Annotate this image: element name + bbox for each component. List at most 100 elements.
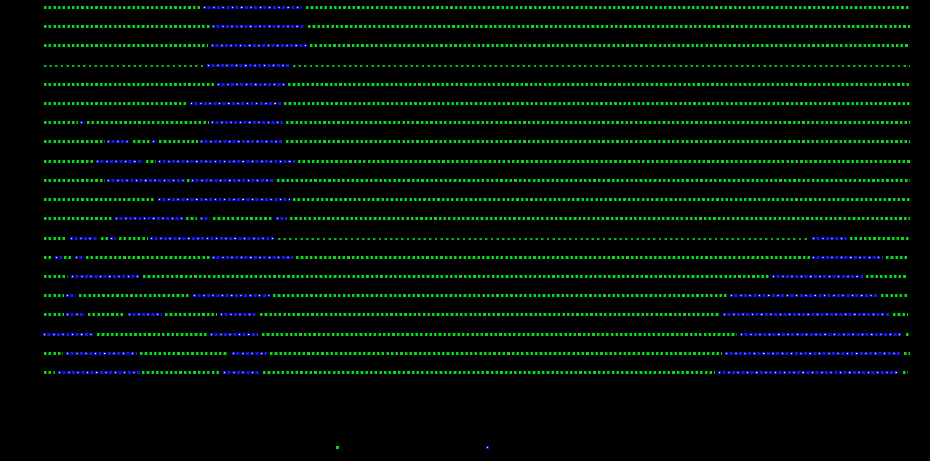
green-tick-run bbox=[286, 121, 910, 124]
event-row bbox=[0, 25, 930, 30]
green-tick-run bbox=[143, 275, 770, 278]
green-tick-run bbox=[44, 352, 63, 355]
green-tick-run bbox=[310, 44, 910, 47]
event-row bbox=[0, 83, 930, 88]
green-tick-run bbox=[850, 237, 910, 240]
blue-tick-run bbox=[55, 256, 62, 259]
green-tick-run bbox=[79, 294, 190, 297]
blue-tick-run bbox=[200, 140, 283, 143]
event-row bbox=[0, 160, 930, 165]
green-tick-run bbox=[86, 256, 210, 259]
blue-tick-run bbox=[150, 237, 275, 240]
green-tick-run bbox=[260, 313, 720, 316]
blue-tick-run bbox=[115, 217, 183, 220]
blue-tick-run bbox=[223, 371, 260, 374]
blue-tick-run bbox=[812, 237, 847, 240]
stray-mark-center bbox=[487, 447, 488, 448]
blue-tick-run bbox=[128, 313, 162, 316]
green-tick-run bbox=[119, 237, 148, 240]
green-tick-run bbox=[44, 121, 78, 124]
green-tick-run bbox=[44, 25, 210, 28]
green-tick-run bbox=[284, 102, 910, 105]
green-tick-run bbox=[262, 333, 737, 336]
blue-tick-run bbox=[152, 140, 157, 143]
green-tick-run bbox=[293, 198, 910, 201]
blue-tick-run bbox=[66, 313, 85, 316]
green-tick-run bbox=[286, 140, 910, 143]
green-tick-run bbox=[44, 6, 200, 9]
blue-tick-run bbox=[66, 352, 137, 355]
blue-tick-run bbox=[207, 64, 290, 67]
green-tick-run bbox=[146, 160, 156, 163]
event-row bbox=[0, 198, 930, 203]
blue-tick-run bbox=[211, 44, 307, 47]
green-tick-run bbox=[133, 140, 150, 143]
event-row bbox=[0, 140, 930, 145]
green-tick-run bbox=[270, 352, 722, 355]
event-row bbox=[0, 313, 930, 318]
green-tick-run bbox=[44, 256, 53, 259]
green-tick-run bbox=[866, 275, 908, 278]
blue-tick-run bbox=[66, 294, 76, 297]
green-tick-run bbox=[44, 217, 112, 220]
blue-tick-run bbox=[191, 179, 274, 182]
green-tick-run bbox=[298, 160, 910, 163]
green-tick-run bbox=[273, 294, 728, 297]
blue-tick-run bbox=[96, 160, 143, 163]
event-row bbox=[0, 371, 930, 376]
green-tick-run bbox=[308, 25, 910, 28]
green-tick-run bbox=[881, 294, 908, 297]
green-tick-run bbox=[296, 256, 810, 259]
blue-tick-run bbox=[203, 6, 302, 9]
blue-tick-run bbox=[110, 237, 116, 240]
blue-tick-run bbox=[730, 294, 878, 297]
event-row bbox=[0, 217, 930, 222]
blue-tick-run bbox=[740, 333, 903, 336]
blue-tick-run bbox=[75, 256, 84, 259]
blue-tick-run bbox=[812, 256, 883, 259]
event-row bbox=[0, 102, 930, 107]
green-tick-run bbox=[213, 217, 273, 220]
blue-tick-run bbox=[190, 102, 281, 105]
green-tick-run bbox=[186, 217, 197, 220]
blue-tick-run bbox=[211, 121, 283, 124]
green-tick-run bbox=[893, 313, 908, 316]
blue-tick-run bbox=[107, 140, 130, 143]
blue-tick-run bbox=[70, 237, 98, 240]
blue-tick-run bbox=[71, 275, 140, 278]
event-row bbox=[0, 121, 930, 126]
green-tick-run bbox=[142, 371, 220, 374]
blue-tick-run bbox=[212, 25, 305, 28]
blue-tick-run bbox=[210, 333, 258, 336]
green-tick-run bbox=[306, 6, 910, 9]
blue-tick-run bbox=[200, 217, 210, 220]
blue-tick-run bbox=[80, 121, 85, 124]
event-row bbox=[0, 64, 930, 69]
green-tick-run bbox=[44, 65, 205, 67]
green-tick-run bbox=[44, 275, 68, 278]
blue-tick-run bbox=[220, 313, 257, 316]
green-tick-run bbox=[88, 313, 125, 316]
green-tick-run bbox=[97, 333, 207, 336]
green-tick-run bbox=[44, 313, 64, 316]
green-tick-run bbox=[159, 140, 198, 143]
blue-tick-run bbox=[217, 83, 285, 86]
event-row bbox=[0, 333, 930, 338]
event-row bbox=[0, 275, 930, 280]
blue-tick-run bbox=[43, 333, 93, 336]
green-tick-run bbox=[165, 313, 217, 316]
green-tick-run bbox=[906, 333, 910, 336]
blue-tick-run bbox=[725, 352, 901, 355]
green-tick-run bbox=[44, 102, 187, 105]
green-stray-mark bbox=[336, 446, 339, 449]
green-tick-run bbox=[44, 179, 105, 182]
green-tick-run bbox=[290, 217, 910, 220]
blue-stray-mark bbox=[486, 446, 489, 449]
green-tick-run bbox=[44, 160, 93, 163]
green-tick-run bbox=[904, 352, 910, 355]
green-tick-run bbox=[44, 44, 208, 47]
green-tick-run bbox=[101, 237, 108, 240]
blue-tick-run bbox=[276, 217, 287, 220]
green-tick-run bbox=[44, 140, 105, 143]
green-tick-run bbox=[87, 121, 209, 124]
